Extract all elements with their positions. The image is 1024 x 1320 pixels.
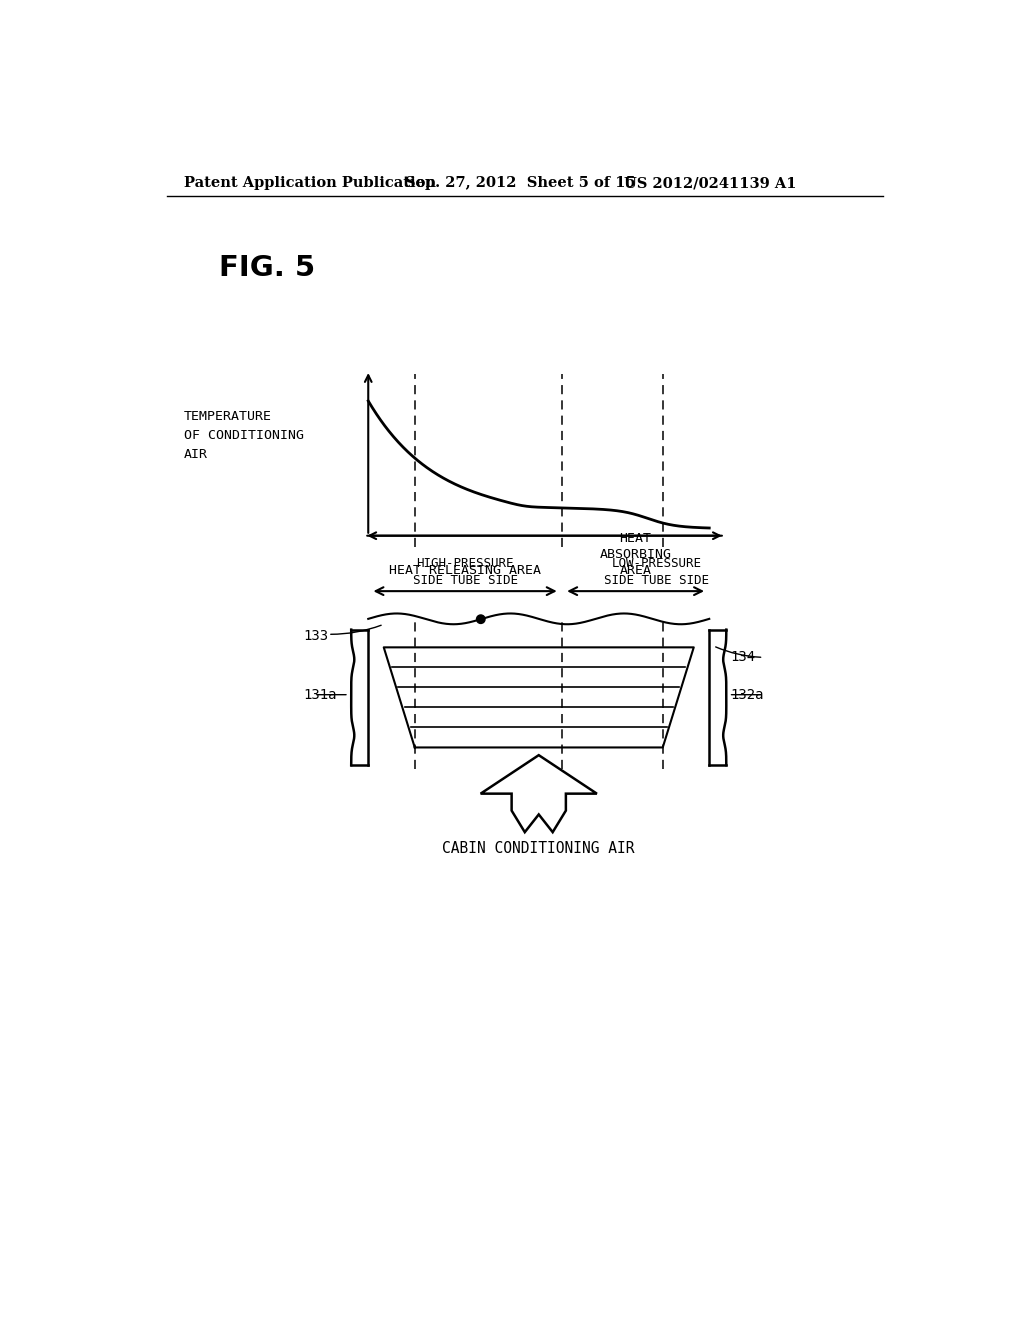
Text: 134: 134 — [730, 651, 756, 664]
Text: HEAT RELEASING AREA: HEAT RELEASING AREA — [389, 564, 541, 577]
Text: 133: 133 — [303, 628, 329, 643]
Text: LOW-PRESSURE
SIDE TUBE SIDE: LOW-PRESSURE SIDE TUBE SIDE — [604, 557, 710, 587]
Text: US 2012/0241139 A1: US 2012/0241139 A1 — [624, 176, 797, 190]
Text: TEMPERATURE
OF CONDITIONING
AIR: TEMPERATURE OF CONDITIONING AIR — [183, 411, 304, 461]
Circle shape — [476, 615, 485, 623]
Text: 132a: 132a — [730, 688, 764, 702]
Text: HEAT
ABSORBING
AREA: HEAT ABSORBING AREA — [600, 532, 672, 577]
Text: FIG. 5: FIG. 5 — [219, 253, 315, 281]
Text: Sep. 27, 2012  Sheet 5 of 15: Sep. 27, 2012 Sheet 5 of 15 — [406, 176, 636, 190]
Text: 131a: 131a — [303, 688, 337, 702]
Text: Patent Application Publication: Patent Application Publication — [183, 176, 436, 190]
Text: HIGH-PRESSURE
SIDE TUBE SIDE: HIGH-PRESSURE SIDE TUBE SIDE — [413, 557, 517, 587]
Text: CABIN CONDITIONING AIR: CABIN CONDITIONING AIR — [442, 841, 635, 857]
